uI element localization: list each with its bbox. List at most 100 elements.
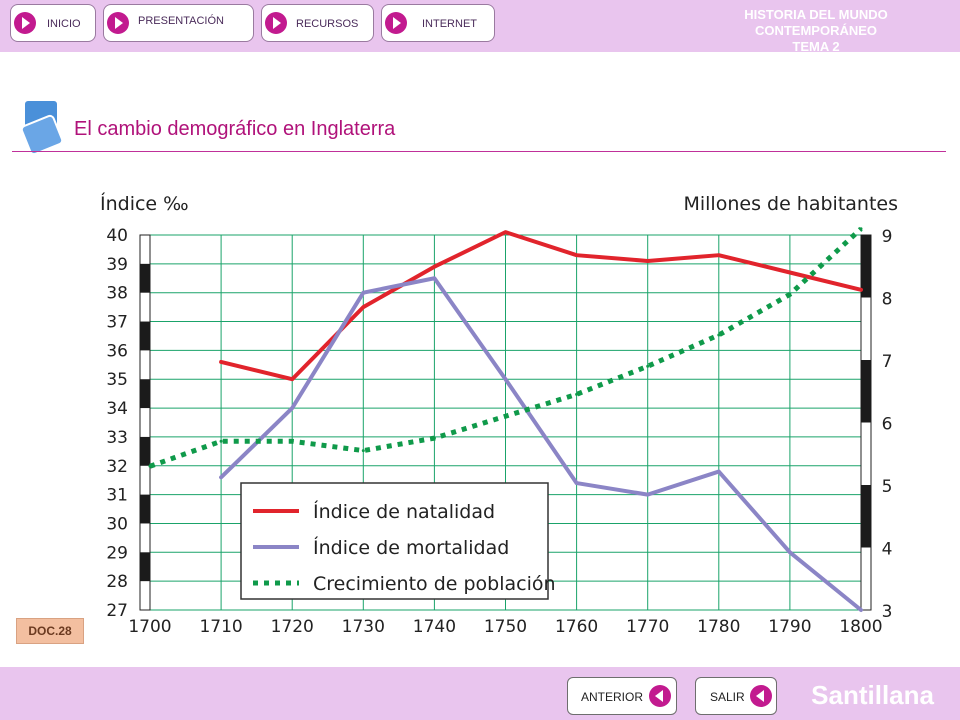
series-point-0 [432,265,436,269]
y-tick-label: 39 [106,255,128,275]
series-point-2 [504,414,507,418]
presentacion-button[interactable]: PRESENTACIÓN [103,4,254,42]
recursos-label: RECURSOS [296,18,359,30]
series-point-0 [717,253,721,257]
legend-label: Crecimiento de población [313,573,556,595]
series-line-0 [219,230,863,382]
legend-box [240,482,549,600]
series-line-1 [219,276,863,612]
y-tick-label: 35 [106,370,128,390]
bottom-bar [0,667,960,720]
title-divider [12,151,946,152]
series-point-0 [859,288,863,292]
legend-label: Índice de natalidad [313,500,495,523]
internet-button[interactable]: INTERNET [381,4,495,42]
y2-tick-label: 9 [882,227,893,247]
y2-tick-label: 7 [882,352,893,372]
salir-button[interactable]: SALIR [695,677,777,715]
left-scale-bar [139,234,151,611]
recursos-button[interactable]: RECURSOS [261,4,374,42]
back-arrow-icon [649,685,671,707]
slide-title: El cambio demográfico en Inglaterra [74,118,396,140]
x-tick-label: 1740 [413,617,456,637]
y-tick-label: 40 [106,226,128,246]
series-point-2 [717,333,721,337]
presentacion-label: PRESENTACIÓN [138,15,224,27]
series-point-1 [290,406,294,410]
right-scale-segment [861,235,871,298]
y-tick-label: 28 [106,572,128,592]
left-scale-segment [140,436,150,466]
right-scale-segment [861,360,871,423]
santillana-logo: Santillana [811,680,934,710]
series-point-1 [717,470,721,474]
y2-axis-title: Millones de habitantes [683,193,898,215]
series-point-1 [859,608,863,612]
series-point-2 [219,439,223,443]
series-point-0 [504,230,507,234]
series-point-0 [361,305,365,309]
anterior-button[interactable]: ANTERIOR [567,677,677,715]
chart-scale-bars [139,234,872,611]
y-axis-title: Índice ‰ [100,192,189,215]
doc-number-badge: DOC.28 [16,618,84,644]
series-point-0 [646,259,650,263]
y-tick-label: 32 [106,457,128,477]
series-point-0 [219,360,223,364]
play-arrow-icon [107,12,129,34]
series-point-2 [148,464,152,468]
series-point-1 [432,276,436,280]
x-tick-label: 1780 [697,617,740,637]
salir-label: SALIR [710,690,745,704]
x-tick-label: 1770 [626,617,669,637]
y2-tick-label: 6 [882,415,893,435]
y2-tick-label: 4 [882,540,893,560]
series-point-0 [788,271,792,274]
y-tick-label: 36 [106,341,128,361]
internet-label: INTERNET [422,18,477,30]
x-tick-label: 1710 [199,617,242,637]
series-point-1 [504,377,507,381]
y-tick-label: 38 [106,284,128,304]
series-point-2 [361,449,365,453]
series-point-2 [575,392,579,396]
left-scale-segment [140,494,150,524]
play-arrow-icon [385,12,407,34]
y2-tick-label: 8 [882,290,893,310]
course-topic: TEMA 2 [792,39,840,54]
inicio-label: INICIO [47,18,81,30]
play-arrow-icon [265,12,287,34]
left-scale-segment [140,321,150,351]
series-point-0 [575,253,579,257]
x-tick-label: 1790 [768,617,811,637]
series-point-2 [290,439,294,443]
y-tick-label: 30 [106,514,128,534]
left-scale-segment [140,263,150,293]
series-point-2 [646,364,650,368]
y-tick-label: 34 [106,399,128,419]
course-header: HISTORIA DEL MUNDO CONTEMPORÁNEO TEMA 2 [686,7,946,55]
inicio-button[interactable]: INICIO [10,4,96,42]
series-point-1 [219,475,223,479]
x-tick-label: 1700 [128,617,171,637]
back-arrow-icon [750,685,772,707]
series-point-2 [788,292,792,296]
chart-legend: Índice de natalidad Índice de mortalidad C… [240,482,556,600]
course-title: HISTORIA DEL MUNDO CONTEMPORÁNEO [744,7,888,38]
series-point-1 [788,550,792,554]
y-tick-label: 33 [106,428,128,448]
y-tick-label: 27 [106,601,128,621]
series-point-1 [361,291,365,295]
x-tick-label: 1720 [271,617,314,637]
x-tick-label: 1730 [342,617,385,637]
series-point-2 [432,436,436,440]
x-tick-label: 1760 [555,617,598,637]
series-point-1 [575,481,579,485]
left-scale-segment [140,552,150,582]
y-tick-label: 31 [106,486,128,506]
left-scale-segment [140,379,150,409]
series-point-1 [646,493,650,497]
slides-icon [20,99,64,156]
legend-label: Índice de mortalidad [313,536,509,559]
